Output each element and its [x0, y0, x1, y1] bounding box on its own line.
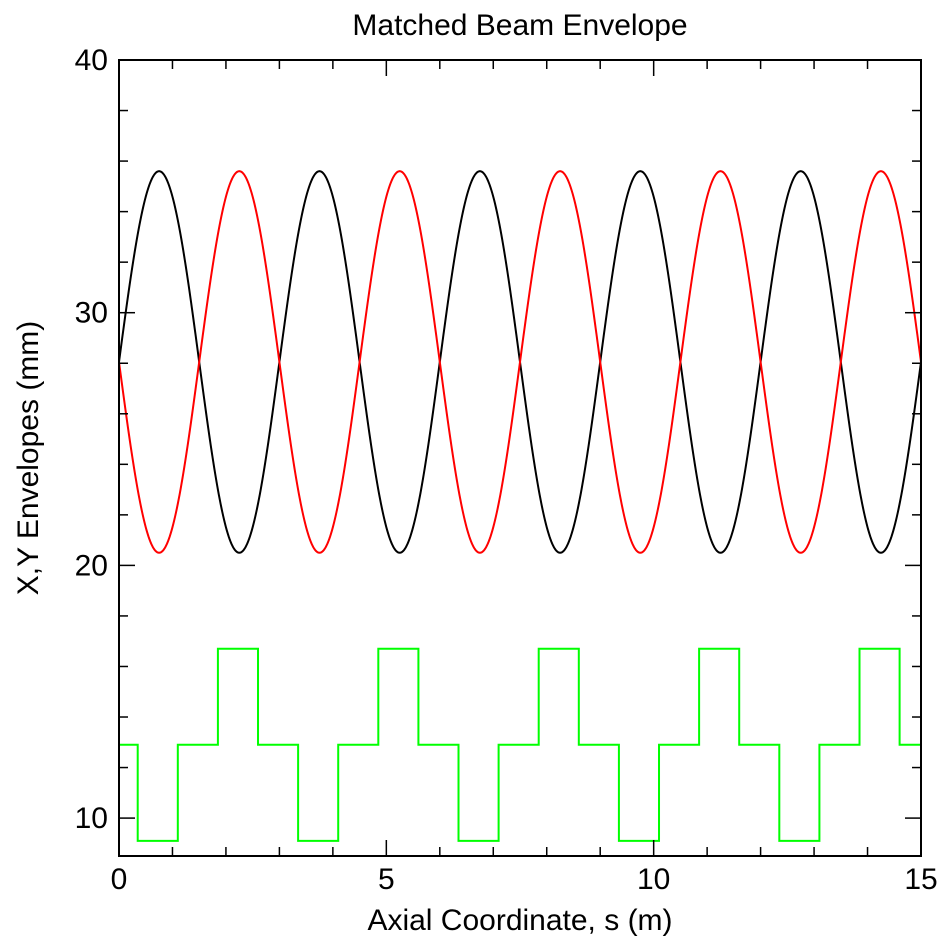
- x-tick-label: 15: [904, 863, 937, 896]
- plot-series-group: [118, 170, 922, 842]
- y-tick-label: 20: [75, 549, 108, 582]
- series-line-3: [119, 647, 921, 842]
- series-line-2: [118, 170, 922, 554]
- chart-title: Matched Beam Envelope: [352, 9, 687, 42]
- y-tick-label: 40: [75, 44, 108, 77]
- y-axis-label: X,Y Envelopes (mm): [12, 321, 45, 596]
- tick-marks-group: [118, 59, 922, 856]
- x-tick-label: 10: [637, 863, 670, 896]
- plot-frame: [118, 59, 922, 857]
- tick-labels-group: 0 5 10 15 10 20 30 40: [75, 44, 938, 896]
- x-axis-label: Axial Coordinate, s (m): [367, 904, 672, 937]
- x-tick-label: 0: [111, 863, 128, 896]
- y-tick-label: 10: [75, 802, 108, 835]
- y-tick-label: 30: [75, 297, 108, 330]
- x-tick-label: 5: [378, 863, 395, 896]
